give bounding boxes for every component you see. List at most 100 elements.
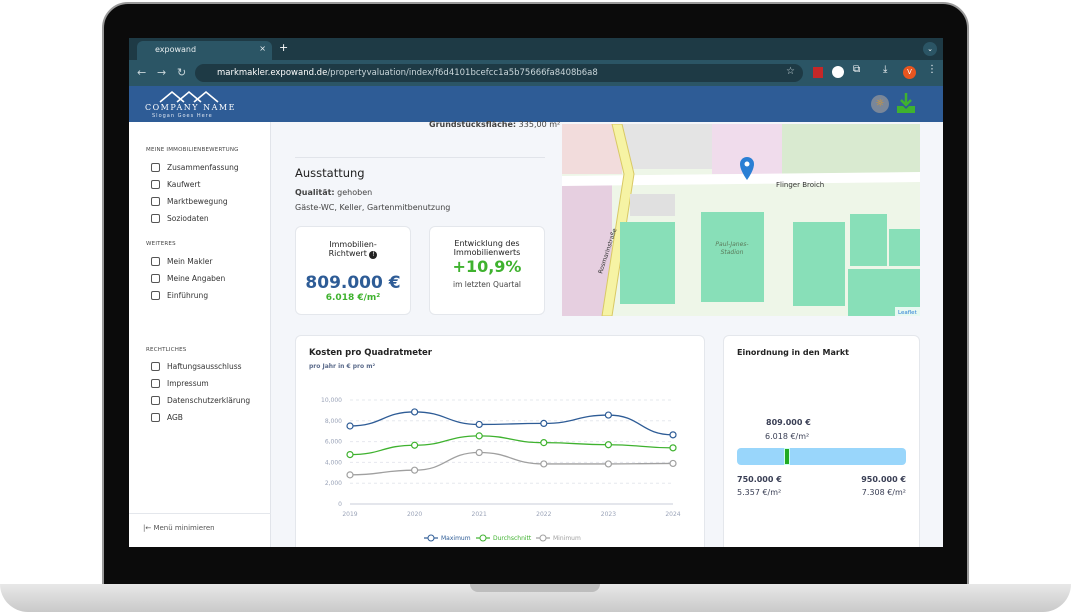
pdf-extension-icon[interactable]	[813, 67, 823, 78]
y-tick-label: 10,000	[321, 397, 342, 404]
map-stadium-label-2: Stadion	[721, 249, 744, 256]
sidebar-item-label: Marktbewegung	[167, 197, 228, 206]
data-point	[346, 422, 354, 430]
market-position-marker	[783, 448, 790, 465]
minimize-label: Menü minimieren	[153, 524, 215, 532]
company-slogan: Slogan Goes Here	[152, 113, 213, 119]
sidebar-item-zusammenfassung[interactable]: Zusammenfassung	[151, 163, 239, 172]
grundstueck-label: Grundstücksfläche:	[429, 120, 517, 129]
sidebar-item-einfhrung[interactable]: Einführung	[151, 291, 208, 300]
puzzle-icon[interactable]: ⧉	[853, 64, 861, 75]
chart-title: Kosten pro Quadratmeter	[309, 348, 432, 358]
qualitaet: Qualität: gehoben	[295, 188, 372, 197]
data-point	[346, 450, 354, 459]
legend-label: Maximum	[441, 535, 471, 542]
logo-roofs-icon	[159, 90, 219, 103]
x-tick-label: 2023	[601, 511, 616, 518]
info-icon[interactable]: !	[369, 251, 378, 259]
shield-icon	[151, 396, 160, 405]
sidebar-item-meineangaben[interactable]: Meine Angaben	[151, 274, 225, 283]
sidebar-item-label: Einführung	[167, 291, 209, 300]
y-tick-label: 6,000	[325, 439, 342, 446]
download-icon[interactable]: ⤓	[883, 64, 888, 75]
market-value-m2: 6.018 €/m²	[765, 432, 810, 441]
chat-icon	[151, 291, 160, 300]
market-max-m2: 7.308 €/m²	[861, 488, 906, 497]
app-header: COMPANY NAME Slogan Goes Here ☼	[129, 86, 943, 122]
sidebar-item-haftungsausschluss[interactable]: Haftungsausschluss	[151, 362, 242, 371]
data-point	[540, 439, 548, 447]
map-street-label: Flinger Broich	[776, 181, 824, 189]
profile-avatar[interactable]: V	[903, 66, 916, 79]
sidebar-item-label: AGB	[167, 413, 183, 422]
x-tick-label: 2020	[407, 511, 422, 518]
browser-tab[interactable]: expowand ×	[137, 41, 272, 60]
back-icon[interactable]: ←	[137, 66, 147, 79]
reload-icon[interactable]: ↻	[177, 66, 187, 79]
sidebar: MEINE IMMOBILIENBEWERTUNG Zusammenfassung…	[129, 122, 271, 547]
qualitaet-label: Qualität:	[295, 188, 335, 197]
sidebar-item-datenschutzerklrung[interactable]: Datenschutzerklärung	[151, 396, 250, 405]
entwicklung-title2: Immobilienwerts	[453, 248, 521, 257]
legend-label: Minimum	[553, 535, 581, 542]
grundstueck: Grundstücksfläche: 335,00 m²	[429, 120, 560, 129]
map-icon	[151, 197, 160, 206]
richtwert-value: 809.000 €	[305, 273, 401, 293]
browser-menu-icon[interactable]: ⋮	[927, 64, 937, 75]
sidebar-item-agb[interactable]: AGB	[151, 413, 183, 422]
trend-icon	[151, 180, 160, 189]
sidebar-item-label: Soziodaten	[167, 214, 209, 223]
series-line-minimum	[349, 451, 674, 476]
data-point	[410, 466, 419, 474]
users-icon	[151, 214, 160, 223]
market-card: Einordnung in den Markt 809.000 € 6.018 …	[723, 335, 920, 547]
map-attribution-link[interactable]: Leaflet	[898, 310, 918, 316]
data-point	[604, 460, 612, 468]
legend-marker	[539, 534, 547, 542]
url-input[interactable]: markmakler.expowand.de/propertyvaluation…	[195, 64, 803, 82]
sidebar-item-impressum[interactable]: Impressum	[151, 379, 209, 388]
entwicklung-value: +10,9%	[452, 257, 522, 276]
extension-icon[interactable]	[832, 66, 844, 78]
y-tick-label: 8,000	[325, 418, 342, 425]
line-chart: 0 2,000 4,000 6,000 8,000 10,000 2019 2020 2021 2…	[321, 397, 681, 542]
x-tick-label: 2024	[665, 511, 680, 518]
x-tick-label: 2019	[342, 511, 357, 518]
entwicklung-title: Entwicklung des	[454, 239, 520, 248]
url-host: markmakler.expowand.de	[217, 68, 328, 78]
features: Gäste-WC, Keller, Gartenmitbenutzung	[295, 203, 451, 212]
market-range-bar	[737, 448, 906, 465]
property-map[interactable]: Flinger Broich Rosmarinstraße Paul-Janes…	[562, 124, 920, 316]
archive-icon	[151, 379, 160, 388]
download-report-icon[interactable]	[895, 92, 917, 114]
info-icon	[151, 362, 160, 371]
x-tick-label: 2021	[472, 511, 487, 518]
ausstattung-title: Ausstattung	[295, 166, 365, 180]
series-line-maximum	[349, 411, 674, 436]
sidebar-item-kaufwert[interactable]: Kaufwert	[151, 180, 200, 189]
divider	[295, 157, 545, 158]
sidebar-item-marktbewegung[interactable]: Marktbewegung	[151, 197, 228, 206]
richtwert-title2: Richtwert	[328, 249, 367, 258]
sidebar-item-meinmakler[interactable]: Mein Makler	[151, 257, 213, 266]
data-point	[475, 448, 483, 457]
close-tab-icon[interactable]: ×	[259, 44, 266, 53]
sidebar-item-label: Mein Makler	[167, 257, 213, 266]
laptop-notch	[470, 584, 600, 592]
legend-label: Durchschnitt	[493, 535, 532, 542]
minimize-menu-button[interactable]: |← Menü minimieren	[143, 524, 215, 532]
sidebar-item-soziodaten[interactable]: Soziodaten	[151, 214, 209, 223]
legend-marker	[479, 534, 487, 542]
new-tab-icon[interactable]: +	[279, 41, 289, 54]
sidebar-item-label: Meine Angaben	[167, 274, 226, 283]
theme-sun-icon[interactable]: ☼	[871, 95, 889, 113]
market-min-m2: 5.357 €/m²	[737, 488, 782, 497]
bookmark-star-icon[interactable]: ☆	[786, 66, 795, 77]
forward-icon[interactable]: →	[157, 66, 167, 79]
map-marker-icon	[740, 157, 754, 180]
divider	[129, 513, 271, 514]
tab-menu-chevron-icon[interactable]: ⌄	[923, 42, 937, 56]
data-point	[540, 419, 548, 428]
url-path: /propertyvaluation/index/f6d4101bcefcc1a…	[327, 68, 598, 78]
data-point	[346, 471, 354, 479]
